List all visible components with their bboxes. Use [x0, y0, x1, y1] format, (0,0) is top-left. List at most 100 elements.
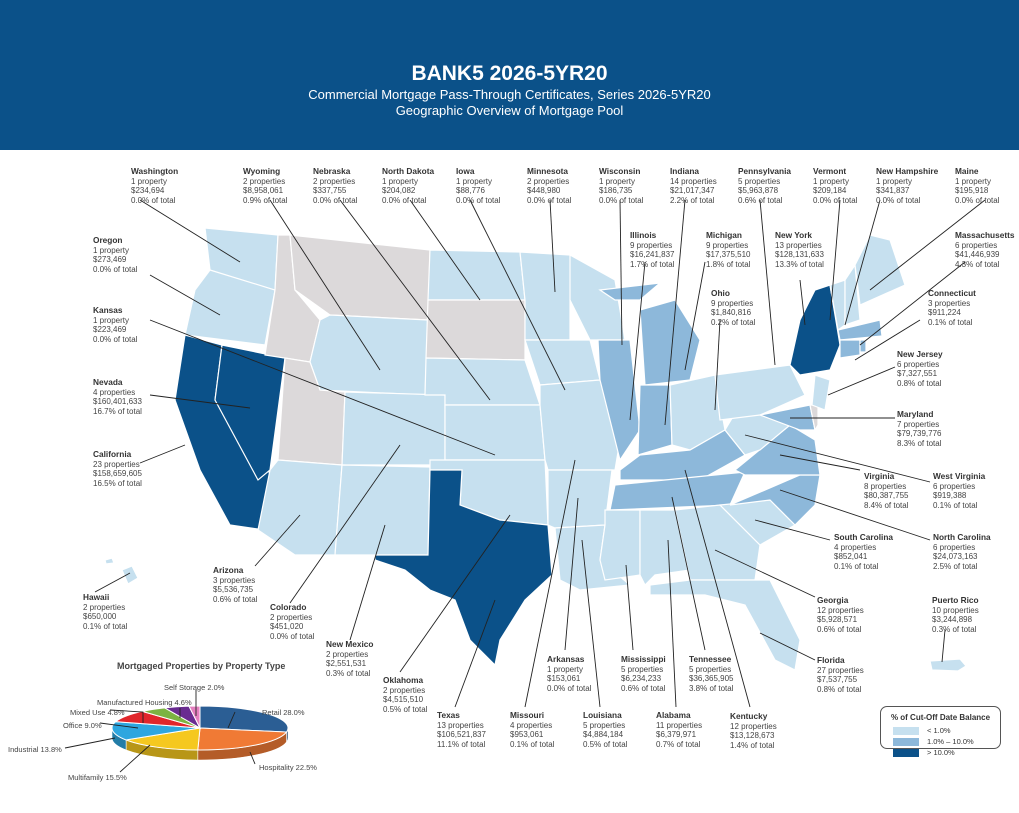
state-name: Hawaii: [83, 592, 110, 602]
state-bal: $41,446,939: [955, 250, 1000, 260]
leader-line: [667, 539, 677, 708]
state-name: Wyoming: [243, 166, 281, 176]
pie-label: Multifamily 15.5%: [68, 773, 127, 782]
state-bal: $158,659,605: [93, 469, 142, 479]
legend-label: > 10.0%: [927, 748, 955, 757]
state-label-kansas: Kansas 1 property $223,469 0.0% of total: [93, 305, 138, 344]
legend-label: 1.0% – 10.0%: [927, 737, 974, 746]
leader-line: [664, 199, 686, 426]
state-name: Nebraska: [313, 166, 351, 176]
state-props: 6 properties: [955, 240, 998, 250]
state-name: Colorado: [270, 602, 307, 612]
state-pct: 8.3% of total: [897, 438, 942, 448]
state-name: Illinois: [630, 230, 657, 240]
state-name: Wisconsin: [599, 166, 641, 176]
state-label-vermont: Vermont 1 property $209,184 0.0% of total: [813, 166, 857, 205]
state-label-california: California 23 properties $158,659,605 16.5%…: [93, 449, 142, 488]
state-props: 12 properties: [817, 605, 864, 615]
leader-line: [941, 629, 946, 663]
state-props: 1 property: [382, 176, 419, 186]
state-bal: $128,131,633: [775, 250, 824, 260]
state-name: Mississippi: [621, 654, 666, 664]
leader-line: [714, 549, 816, 598]
state-bal: $8,958,061: [243, 186, 284, 196]
state-props: 2 properties: [527, 176, 570, 186]
legend-swatch: [893, 726, 919, 735]
pie-label: Manufactured Housing 4.6%: [97, 698, 192, 707]
state-pct: 11.1% of total: [437, 739, 486, 749]
state-pr: [929, 658, 967, 672]
leader-line: [759, 632, 816, 661]
state-bal: $4,515,510: [383, 695, 424, 705]
state-bal: $650,000: [83, 612, 117, 622]
state-bal: $919,388: [933, 491, 967, 501]
state-bal: $24,073,163: [933, 552, 978, 562]
state-label-massachusetts: Massachusetts 6 properties $41,446,939 4.3%…: [955, 230, 1015, 269]
state-label-oklahoma: Oklahoma 2 properties $4,515,510 0.5% of to…: [383, 675, 427, 714]
legend-label: < 1.0%: [927, 726, 951, 735]
state-bal: $451,020: [270, 622, 304, 632]
state-bal: $5,928,571: [817, 615, 858, 625]
state-name: North Dakota: [382, 166, 435, 176]
pie-label: Retail 28.0%: [262, 708, 305, 717]
legend-swatch: [893, 748, 919, 757]
state-bal: $852,041: [834, 552, 868, 562]
leader-line: [829, 199, 841, 321]
state-pct: 0.0% of total: [456, 195, 501, 205]
state-pct: 1.7% of total: [630, 259, 675, 269]
state-pct: 0.0% of total: [93, 334, 138, 344]
state-label-oregon: Oregon 1 property $273,469 0.0% of total: [93, 235, 137, 274]
state-name: Tennessee: [689, 654, 732, 664]
state-props: 2 properties: [270, 612, 313, 622]
state-pct: 16.7% of total: [93, 406, 142, 416]
state-ny: [745, 284, 841, 376]
state-label-hawaii: Hawaii 2 properties $650,000 0.1% of total: [83, 592, 128, 631]
state-label-washington: Washington 1 property $234,694 0.0% of tota…: [131, 166, 179, 205]
header-banner: BANK5 2026-5YR20 Commercial Mortgage Pas…: [0, 0, 1019, 150]
state-label-mississippi: Mississippi 5 properties $6,234,233 0.6% of…: [621, 654, 666, 693]
state-pct: 0.5% of total: [583, 739, 628, 749]
state-props: 1 property: [93, 315, 130, 325]
pie-label: Hospitality 22.5%: [259, 763, 317, 772]
state-pct: 0.2% of total: [711, 317, 756, 327]
state-pct: 13.3% of total: [775, 259, 824, 269]
state-pct: 0.0% of total: [876, 195, 921, 205]
pie-slice: [197, 727, 288, 751]
state-name: Oregon: [93, 235, 123, 245]
leader-line: [139, 199, 241, 263]
state-pct: 3.8% of total: [689, 683, 734, 693]
state-pct: 0.0% of total: [955, 195, 1000, 205]
state-label-nebraska: Nebraska 2 properties $337,755 0.0% of tota…: [313, 166, 357, 205]
state-pct: 0.1% of total: [83, 621, 128, 631]
state-label-illinois: Illinois 9 properties $16,241,837 1.7% of t…: [630, 230, 675, 269]
state-label-texas: Texas 13 properties $106,521,837 11.1% of t…: [437, 710, 486, 749]
pie-leader: [64, 737, 116, 749]
leader-line: [349, 524, 386, 641]
state-props: 4 properties: [510, 720, 553, 730]
state-label-new-hampshire: New Hampshire 1 property $341,837 0.0% of t…: [876, 166, 938, 205]
leader-line: [759, 199, 776, 366]
state-props: 9 properties: [706, 240, 749, 250]
page-title: BANK5 2026-5YR20: [411, 62, 608, 85]
pie-slice: [188, 705, 201, 729]
state-name: Nevada: [93, 377, 123, 387]
leader-line: [854, 319, 921, 361]
state-name: Minnesota: [527, 166, 569, 176]
state-pct: 0.9% of total: [243, 195, 288, 205]
state-hi1: [121, 565, 139, 585]
state-props: 10 properties: [932, 605, 979, 615]
state-bal: $7,537,755: [817, 675, 858, 685]
state-label-indiana: Indiana 14 properties $21,017,347 2.2% of t…: [670, 166, 717, 205]
state-props: 3 properties: [213, 575, 256, 585]
state-bal: $273,469: [93, 255, 127, 265]
state-label-new-york: New York 13 properties $128,131,633 13.3% o…: [775, 230, 824, 269]
state-name: Washington: [131, 166, 179, 176]
state-nj: [811, 374, 831, 411]
state-sd: [425, 299, 526, 361]
state-name: Connecticut: [928, 288, 976, 298]
state-bal: $911,224: [928, 308, 961, 318]
state-label-wisconsin: Wisconsin 1 property $186,735 0.0% of total: [599, 166, 643, 205]
state-label-wyoming: Wyoming 2 properties $8,958,061 0.9% of tot…: [243, 166, 288, 205]
state-props: 5 properties: [689, 664, 732, 674]
state-props: 7 properties: [897, 419, 940, 429]
